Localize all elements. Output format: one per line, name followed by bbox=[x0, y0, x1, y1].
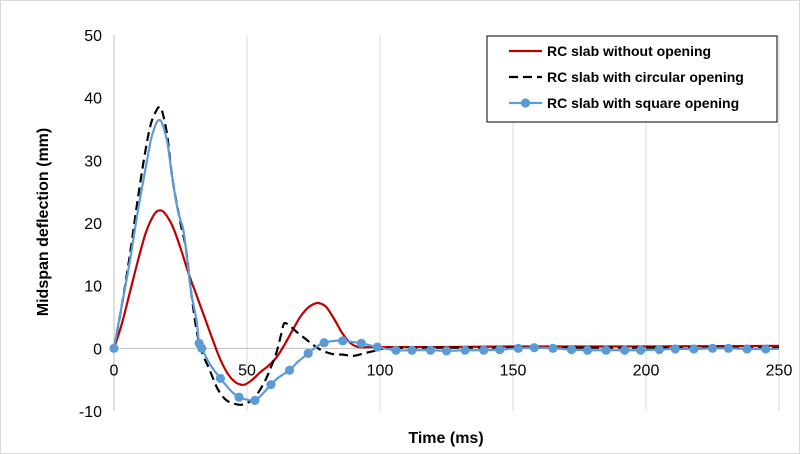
series-line-rc-slab-with-circular-opening bbox=[112, 105, 779, 406]
data-point-rc-slab-with-square-opening bbox=[250, 395, 260, 405]
data-point-rc-slab-with-square-opening bbox=[761, 344, 771, 354]
x-axis-title: Time (ms) bbox=[408, 430, 483, 447]
legend-label-rc-slab-without-opening: RC slab without opening bbox=[547, 43, 711, 59]
data-point-rc-slab-with-square-opening bbox=[707, 343, 718, 353]
y-tick-label: 20 bbox=[84, 216, 102, 233]
data-point-rc-slab-with-square-opening bbox=[215, 373, 225, 384]
series-line-rc-slab-without-opening bbox=[112, 209, 780, 386]
legend-label-rc-slab-with-square-opening: RC slab with square opening bbox=[547, 95, 739, 111]
data-point-rc-slab-with-square-opening bbox=[234, 392, 244, 402]
y-tick-label: 40 bbox=[84, 91, 102, 108]
data-point-rc-slab-with-square-opening bbox=[513, 343, 523, 353]
data-point-rc-slab-with-square-opening bbox=[407, 345, 417, 355]
x-tick-label: 50 bbox=[238, 362, 256, 379]
y-tick-label: 30 bbox=[84, 153, 102, 170]
data-point-rc-slab-with-square-opening bbox=[425, 345, 436, 355]
y-tick-label: 50 bbox=[84, 28, 102, 45]
data-point-rc-slab-with-square-opening bbox=[441, 346, 452, 356]
data-point-rc-slab-with-square-opening bbox=[620, 345, 630, 355]
x-tick-label: 0 bbox=[110, 362, 119, 379]
data-point-rc-slab-with-square-opening bbox=[689, 344, 699, 354]
y-axis-title: Midspan deflection (mm) bbox=[35, 128, 52, 316]
data-point-rc-slab-with-square-opening bbox=[529, 343, 539, 353]
data-point-rc-slab-with-square-opening bbox=[266, 380, 276, 390]
data-point-rc-slab-with-square-opening bbox=[495, 344, 505, 355]
y-tick-label: -10 bbox=[79, 404, 102, 421]
data-point-rc-slab-with-square-opening bbox=[654, 344, 664, 355]
data-point-rc-slab-with-square-opening bbox=[460, 345, 470, 355]
data-point-rc-slab-with-square-opening bbox=[601, 345, 611, 355]
x-tick-label: 250 bbox=[766, 362, 793, 379]
x-tick-label: 100 bbox=[367, 362, 394, 379]
x-tick-label: 150 bbox=[500, 362, 527, 379]
series-line-rc-slab-with-square-opening bbox=[112, 118, 779, 402]
legend-marker-rc-slab-with-square-opening bbox=[520, 98, 531, 108]
y-tick-label: 10 bbox=[84, 279, 102, 296]
legend: RC slab without opening RC slab with circ… bbox=[486, 35, 778, 123]
series-layer bbox=[109, 105, 780, 406]
data-point-rc-slab-with-square-opening bbox=[319, 338, 329, 348]
x-tick-label: 200 bbox=[633, 362, 660, 379]
y-tick-label: 0 bbox=[93, 341, 102, 358]
data-point-rc-slab-with-square-opening bbox=[284, 365, 295, 375]
data-point-rc-slab-with-square-opening bbox=[109, 343, 119, 353]
data-point-rc-slab-with-square-opening bbox=[197, 343, 207, 353]
data-point-rc-slab-with-square-opening bbox=[356, 338, 366, 348]
data-point-rc-slab-with-square-opening bbox=[670, 344, 680, 354]
data-point-rc-slab-with-square-opening bbox=[548, 343, 558, 353]
data-point-rc-slab-with-square-opening bbox=[566, 344, 577, 355]
data-point-rc-slab-with-square-opening bbox=[582, 345, 593, 355]
data-point-rc-slab-with-square-opening bbox=[636, 345, 646, 355]
data-point-rc-slab-with-square-opening bbox=[303, 348, 313, 358]
data-point-rc-slab-with-square-opening bbox=[338, 336, 348, 346]
legend-label-rc-slab-with-circular-opening: RC slab with circular opening bbox=[547, 69, 744, 85]
data-point-rc-slab-with-square-opening bbox=[479, 345, 489, 355]
data-point-rc-slab-with-square-opening bbox=[391, 345, 401, 355]
data-point-rc-slab-with-square-opening bbox=[723, 343, 734, 353]
data-point-rc-slab-with-square-opening bbox=[742, 344, 752, 354]
data-point-rc-slab-with-square-opening bbox=[372, 342, 382, 352]
